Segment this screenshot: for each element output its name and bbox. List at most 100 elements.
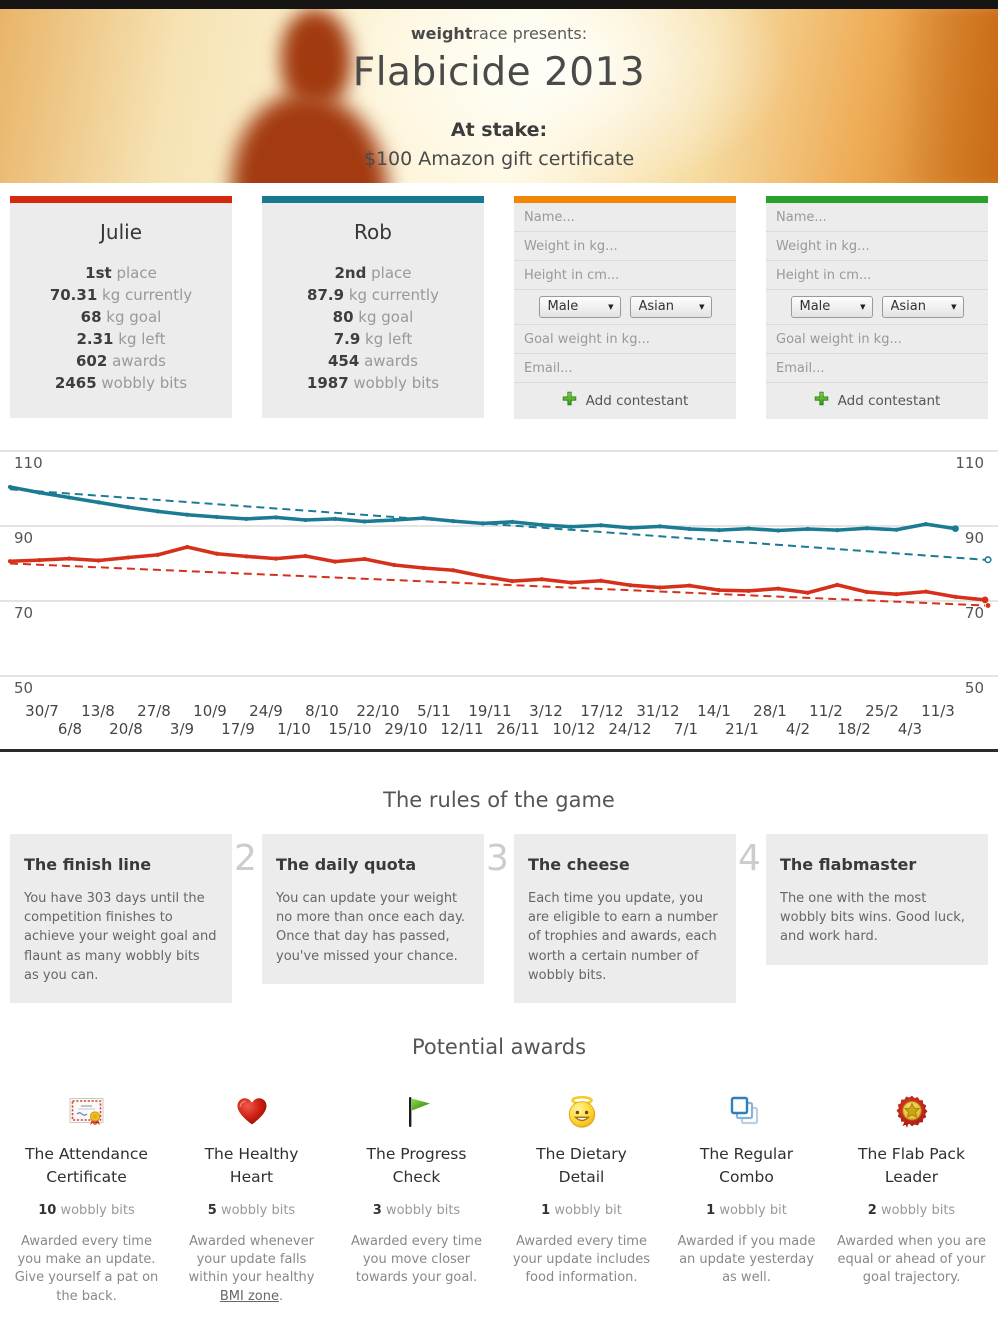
add-contestant-button[interactable]: Add contestant xyxy=(766,383,988,419)
contestant-stat: 2.31 kg left xyxy=(76,330,166,348)
contestant-stat: 87.9 kg currently xyxy=(307,286,439,304)
form-text-input[interactable] xyxy=(514,261,736,289)
svg-text:110: 110 xyxy=(14,454,43,472)
svg-text:28/1: 28/1 xyxy=(753,702,787,720)
rule-body: You can update your weight no more than … xyxy=(276,891,465,964)
svg-text:15/10: 15/10 xyxy=(328,720,371,738)
rule-card: 2 The daily quota You can update your weig… xyxy=(234,834,484,984)
form-input-row xyxy=(766,203,988,232)
svg-text:70: 70 xyxy=(14,604,33,622)
contestant-stat: 1st place xyxy=(85,264,157,282)
form-selects-row: Male ▼ Asian ▼ xyxy=(514,290,736,325)
form-input-row xyxy=(766,354,988,383)
svg-text:19/11: 19/11 xyxy=(468,702,511,720)
hero-right-shade xyxy=(896,9,998,183)
award-points: 1 wobbly bit xyxy=(706,1203,787,1219)
svg-text:90: 90 xyxy=(14,529,33,547)
form-select[interactable]: Male xyxy=(538,296,621,318)
form-select-wrap: Asian ▼ xyxy=(881,295,964,318)
form-text-input[interactable] xyxy=(766,261,988,289)
award-points: 1 wobbly bit xyxy=(541,1203,622,1219)
form-text-input[interactable] xyxy=(766,325,988,353)
svg-text:24/12: 24/12 xyxy=(608,720,651,738)
flag-icon xyxy=(336,1091,497,1133)
form-select-wrap: Asian ▼ xyxy=(629,295,712,318)
svg-text:20/8: 20/8 xyxy=(109,720,143,738)
form-input-row xyxy=(514,325,736,354)
rule-body: The one with the most wobbly bits wins. … xyxy=(780,891,965,945)
form-select[interactable]: Asian xyxy=(881,296,964,318)
award-title: The Healthy Heart xyxy=(204,1145,299,1186)
form-select[interactable]: Asian xyxy=(629,296,712,318)
rule-title: The flabmaster xyxy=(780,855,917,874)
rule-number: 3 xyxy=(486,838,509,879)
contestant-stat: 7.9 kg left xyxy=(333,330,413,348)
stat-value: 2465 xyxy=(54,374,97,392)
stat-value: 1987 xyxy=(306,374,349,392)
form-input-row xyxy=(766,232,988,261)
svg-text:4/3: 4/3 xyxy=(898,720,922,738)
award-points-value: 1 xyxy=(541,1203,551,1219)
add-contestant-button[interactable]: Add contestant xyxy=(514,383,736,419)
award-title: The Attendance Certificate xyxy=(25,1145,148,1186)
form-select[interactable]: Male xyxy=(790,296,873,318)
award-title: The Dietary Detail xyxy=(536,1145,627,1186)
svg-text:14/1: 14/1 xyxy=(697,702,731,720)
form-text-input[interactable] xyxy=(514,354,736,382)
contestant-color-bar xyxy=(10,196,232,203)
stat-value: 2nd xyxy=(334,264,367,282)
svg-text:13/8: 13/8 xyxy=(81,702,115,720)
form-fields: Male▼ Asian▼ Add contestant xyxy=(766,203,988,419)
award-item: The Regular Combo 1 wobbly bit Awarded if … xyxy=(666,1091,827,1288)
form-fields: Male▼ Asian▼ Add contestant xyxy=(514,203,736,419)
add-contestant-form-2: Male▼ Asian▼ Add contestant xyxy=(766,196,988,419)
contestant-name: Julie xyxy=(100,220,142,244)
svg-text:5/11: 5/11 xyxy=(417,702,451,720)
award-description: Awarded if you made an update yesterday … xyxy=(677,1234,816,1286)
contestant-card-julie: Julie 1st place 70.31 kg currently 68 kg g… xyxy=(10,196,232,418)
svg-text:30/7: 30/7 xyxy=(25,702,59,720)
form-select-wrap: Male ▼ xyxy=(538,295,621,318)
form-color-bar xyxy=(514,196,736,203)
form-input-row xyxy=(766,261,988,290)
svg-text:3/9: 3/9 xyxy=(170,720,194,738)
rule-title: The daily quota xyxy=(276,855,417,874)
stat-value: 80 xyxy=(332,308,354,326)
contestant-name: Rob xyxy=(354,220,392,244)
form-text-input[interactable] xyxy=(766,203,988,231)
svg-text:24/9: 24/9 xyxy=(249,702,283,720)
form-color-bar xyxy=(766,196,988,203)
svg-text:10/9: 10/9 xyxy=(193,702,227,720)
rules-grid: The finish line You have 303 days until t… xyxy=(0,834,998,1004)
stat-value: 87.9 xyxy=(307,286,345,304)
form-text-input[interactable] xyxy=(766,354,988,382)
form-text-input[interactable] xyxy=(514,203,736,231)
angel-smiley-icon xyxy=(501,1091,662,1133)
page-title: Flabicide 2013 xyxy=(352,50,646,95)
stat-value: 70.31 xyxy=(49,286,98,304)
award-points: 10 wobbly bits xyxy=(38,1203,135,1219)
heart-icon xyxy=(171,1091,332,1133)
stat-value: 2.31 xyxy=(76,330,114,348)
contestant-color-bar xyxy=(262,196,484,203)
brand-presents-line: weightrace presents: xyxy=(0,9,998,43)
prize-text: $100 Amazon gift certificate xyxy=(363,148,635,170)
bmi-zone-link[interactable]: BMI zone xyxy=(219,1288,279,1304)
svg-text:12/11: 12/11 xyxy=(440,720,483,738)
award-points-value: 1 xyxy=(706,1203,716,1219)
svg-text:22/10: 22/10 xyxy=(356,702,399,720)
add-contestant-label: Add contestant xyxy=(837,392,941,409)
form-text-input[interactable] xyxy=(514,325,736,353)
svg-text:21/1: 21/1 xyxy=(725,720,759,738)
award-points-value: 5 xyxy=(207,1203,217,1219)
form-text-input[interactable] xyxy=(514,232,736,260)
form-input-row xyxy=(514,261,736,290)
rule-card: The finish line You have 303 days until t… xyxy=(10,834,232,1004)
award-item: The Healthy Heart 5 wobbly bits Awarded wh… xyxy=(171,1091,332,1306)
rule-body: Each time you update, you are eligible t… xyxy=(528,891,718,983)
stat-value: 68 xyxy=(80,308,102,326)
rule-card: 4 The flabmaster The one with the most wob… xyxy=(738,834,988,965)
form-text-input[interactable] xyxy=(766,232,988,260)
svg-text:7/1: 7/1 xyxy=(674,720,698,738)
rule-number: 2 xyxy=(234,838,257,879)
